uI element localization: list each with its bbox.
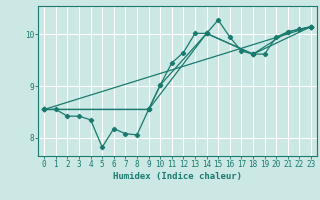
X-axis label: Humidex (Indice chaleur): Humidex (Indice chaleur) — [113, 172, 242, 181]
